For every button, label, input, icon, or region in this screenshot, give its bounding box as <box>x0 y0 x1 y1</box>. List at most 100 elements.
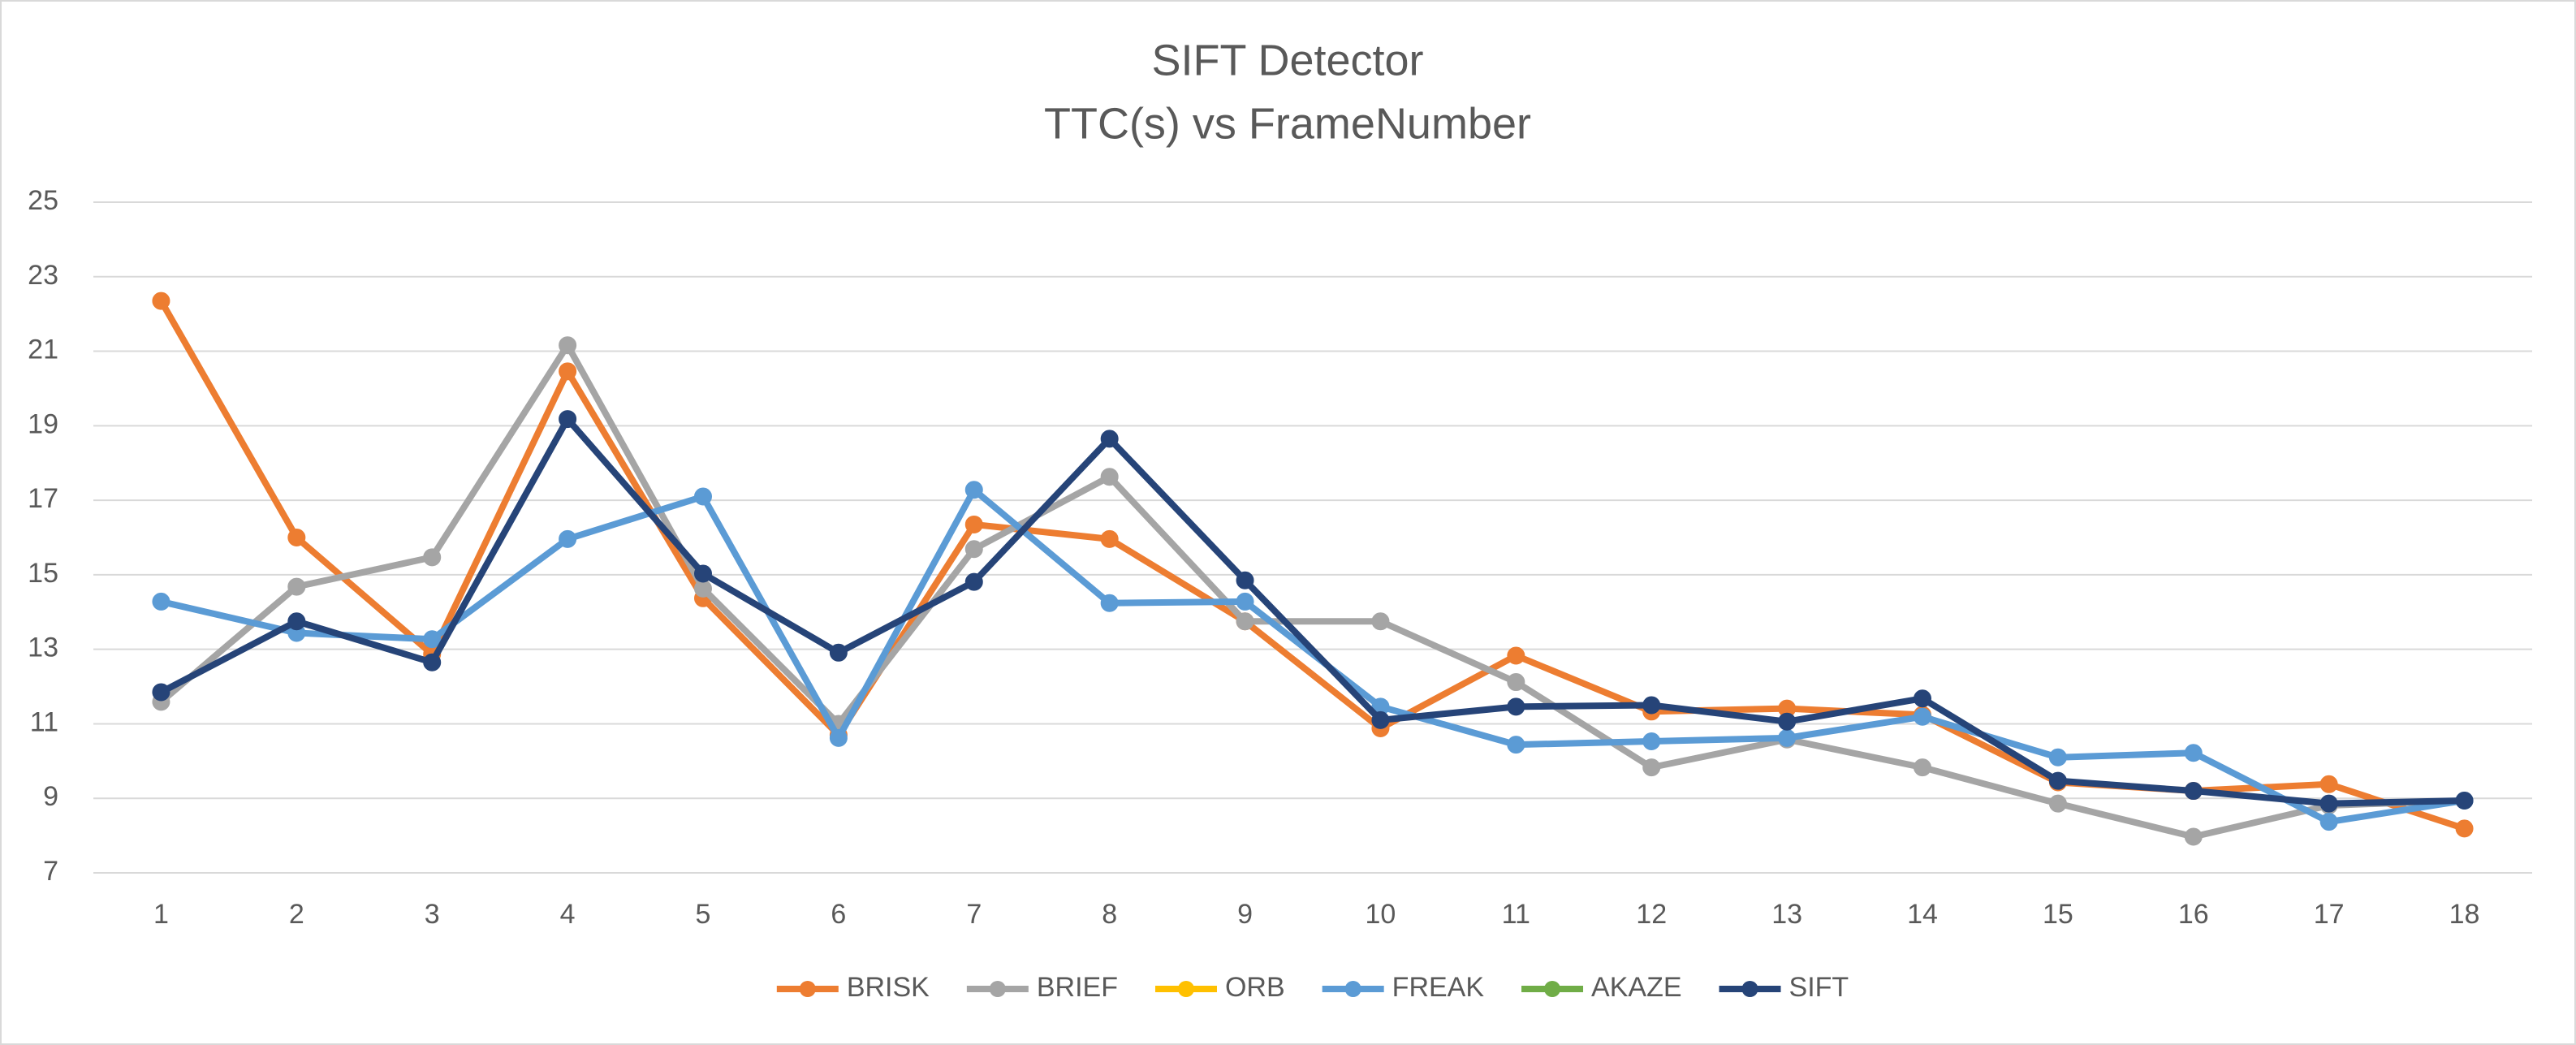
data-point <box>694 564 712 583</box>
data-point <box>694 487 712 506</box>
x-tick-label: 14 <box>1907 899 1938 930</box>
legend-marker <box>1344 981 1361 997</box>
legend-label: BRIEF <box>1037 972 1118 1003</box>
data-point <box>1100 430 1119 448</box>
data-point <box>964 572 983 591</box>
data-point <box>559 410 577 429</box>
data-point <box>1642 732 1661 751</box>
x-tick-label: 4 <box>560 899 576 930</box>
data-point <box>1236 612 1254 631</box>
data-point <box>1100 529 1119 548</box>
legend-label: BRISK <box>847 972 930 1003</box>
x-tick-label: 12 <box>1636 899 1667 930</box>
data-point <box>2319 794 2338 813</box>
legend-marker <box>799 981 816 997</box>
x-tick-label: 11 <box>1502 899 1530 930</box>
data-point <box>1778 712 1797 731</box>
series-line <box>157 416 2468 807</box>
data-point <box>829 728 848 747</box>
data-point <box>1371 710 1390 729</box>
data-point <box>152 683 170 702</box>
x-tick-label: 16 <box>2178 899 2209 930</box>
data-point <box>423 653 442 671</box>
data-point <box>964 481 983 499</box>
data-point <box>559 362 577 381</box>
data-point <box>1236 592 1254 611</box>
x-tick-label: 13 <box>1771 899 1802 930</box>
data-point <box>2048 771 2067 790</box>
data-point <box>287 577 306 596</box>
chart-title: SIFT Detector <box>1151 36 1423 84</box>
x-tick-label: 17 <box>2314 899 2345 930</box>
x-tick-label: 2 <box>289 899 304 930</box>
legend: BRISK BRIEF ORB FREAK AKAZE SIFT <box>776 972 1849 1003</box>
y-tick-label: 7 <box>43 856 58 887</box>
y-tick-label: 17 <box>28 483 58 514</box>
data-point <box>1100 594 1119 612</box>
data-point <box>2319 775 2338 793</box>
data-point <box>2455 791 2474 810</box>
data-point <box>152 592 170 611</box>
y-tick-label: 15 <box>28 558 58 589</box>
data-point <box>2455 819 2474 838</box>
legend-label: FREAK <box>1392 972 1485 1003</box>
x-tick-label: 15 <box>2043 899 2073 930</box>
x-tick-label: 10 <box>1366 899 1396 930</box>
data-point <box>694 579 712 598</box>
data-point <box>1236 571 1254 589</box>
data-point <box>1914 758 1931 777</box>
legend-label: SIFT <box>1789 972 1849 1003</box>
y-tick-label: 19 <box>28 408 58 439</box>
legend-marker <box>1741 981 1758 997</box>
chart-subtitle: TTC(s) vs FrameNumber <box>1044 99 1531 148</box>
series-line <box>157 342 2468 840</box>
x-tick-label: 18 <box>2449 899 2480 930</box>
x-tick-label: 6 <box>831 899 846 930</box>
y-tick-label: 9 <box>43 781 58 812</box>
y-tick-label: 21 <box>28 335 58 365</box>
y-tick-label: 11 <box>30 706 58 737</box>
data-point <box>423 630 442 649</box>
y-tick-label: 13 <box>28 633 58 663</box>
data-point <box>2048 748 2067 766</box>
data-point <box>559 529 577 548</box>
data-point <box>2319 813 2338 831</box>
x-tick-label: 8 <box>1102 899 1117 930</box>
data-point <box>964 540 983 559</box>
data-point <box>1507 697 1525 716</box>
y-tick-label: 23 <box>28 260 58 291</box>
data-point <box>287 612 306 631</box>
data-point <box>1100 468 1119 486</box>
x-tick-label: 9 <box>1237 899 1253 930</box>
legend-marker <box>1177 981 1194 997</box>
data-point <box>829 643 848 662</box>
data-point <box>287 529 306 546</box>
data-point <box>964 515 983 533</box>
x-tick-label: 3 <box>425 899 440 930</box>
data-point <box>2184 827 2203 846</box>
legend-marker <box>989 981 1006 997</box>
data-point <box>559 336 577 355</box>
data-point <box>1371 612 1390 631</box>
data-point <box>1507 736 1525 754</box>
legend-label: ORB <box>1225 972 1285 1003</box>
x-tick-label: 7 <box>966 899 982 930</box>
data-point <box>1507 673 1525 692</box>
legend-label: AKAZE <box>1591 972 1681 1003</box>
data-point <box>152 291 170 310</box>
data-point <box>2184 744 2203 762</box>
data-point <box>423 548 442 567</box>
data-point <box>1642 696 1661 715</box>
x-tick-label: 5 <box>696 899 711 930</box>
data-point <box>1778 728 1797 747</box>
x-tick-label: 1 <box>153 899 169 930</box>
data-point <box>1914 707 1931 726</box>
data-point <box>2048 794 2067 813</box>
legend-marker <box>1544 981 1561 997</box>
data-point <box>2184 782 2203 801</box>
data-point <box>1914 689 1931 708</box>
y-tick-label: 25 <box>28 185 58 216</box>
data-point <box>1642 758 1661 777</box>
